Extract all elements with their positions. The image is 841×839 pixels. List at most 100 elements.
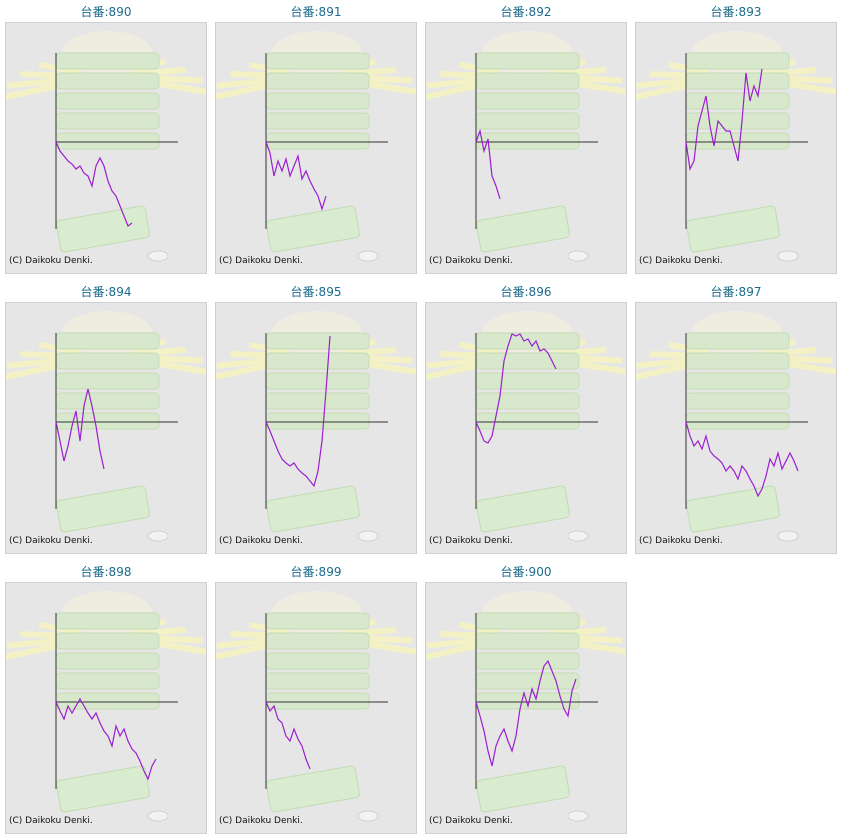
- deco-tray: [265, 132, 370, 150]
- data-line: [55, 697, 157, 781]
- graph: (C) Daikoku Denki.: [0, 23, 214, 275]
- graph-box: (C) Daikoku Denki.: [418, 22, 634, 275]
- deco-coin: [357, 810, 379, 822]
- deco-tray: [55, 332, 160, 350]
- deco-tray: [265, 332, 370, 350]
- deco-coin: [567, 810, 589, 822]
- deco-box: [56, 765, 150, 813]
- deco-tray: [685, 392, 790, 410]
- data-line: [265, 701, 311, 770]
- graph-box: (C) Daikoku Denki.: [0, 582, 214, 835]
- deco-box: [56, 205, 150, 253]
- panel-label: 台番:890: [80, 5, 132, 19]
- panel: 台番:897 (C) Daikoku Denki.: [628, 280, 841, 560]
- deco-tray: [475, 132, 580, 150]
- deco-tray: [475, 392, 580, 410]
- deco-tray: [265, 352, 370, 370]
- graph-box: (C) Daikoku Denki.: [418, 582, 634, 835]
- data-line: [475, 659, 577, 767]
- deco-tray: [685, 92, 790, 110]
- deco-tray: [475, 112, 580, 130]
- panel-label: 台番:893: [710, 5, 762, 19]
- deco-coin: [777, 530, 799, 542]
- copyright: (C) Daikoku Denki.: [9, 256, 93, 266]
- graph-box: (C) Daikoku Denki.: [418, 302, 634, 555]
- ray: [0, 81, 64, 102]
- deco-tray: [55, 132, 160, 150]
- ray: [208, 81, 274, 102]
- data-line: [55, 141, 133, 227]
- ray: [0, 641, 64, 662]
- deco-tray: [475, 72, 580, 90]
- graph: (C) Daikoku Denki.: [418, 23, 634, 275]
- panel-label: 台番:894: [80, 285, 132, 299]
- deco-tray: [475, 372, 580, 390]
- deco-tray: [55, 692, 160, 710]
- ray: [569, 639, 634, 656]
- graph-box: (C) Daikoku Denki.: [208, 22, 424, 275]
- ray: [149, 639, 214, 656]
- panel: 台番:893 (C) Daikoku Denki.: [628, 0, 841, 280]
- graph: (C) Daikoku Denki.: [0, 303, 214, 555]
- deco-tray: [265, 632, 370, 650]
- deco-tray: [55, 672, 160, 690]
- deco-tray: [55, 92, 160, 110]
- deco-tray: [55, 372, 160, 390]
- deco-tray: [55, 352, 160, 370]
- ray: [628, 361, 694, 382]
- deco-tray: [55, 52, 160, 70]
- deco-box: [476, 205, 570, 253]
- deco-tray: [265, 372, 370, 390]
- ray: [779, 79, 841, 96]
- ray: [149, 359, 214, 376]
- deco-tray: [55, 72, 160, 90]
- deco-tray: [475, 332, 580, 350]
- panel-label: 台番:899: [290, 565, 342, 579]
- graph-box: (C) Daikoku Denki.: [208, 302, 424, 555]
- graph-box: (C) Daikoku Denki.: [208, 582, 424, 835]
- panel: 台番:898 (C) Daikoku Denki.: [0, 560, 214, 839]
- copyright: (C) Daikoku Denki.: [9, 536, 93, 546]
- deco-box: [686, 485, 780, 533]
- deco-tray: [685, 332, 790, 350]
- deco-tray: [265, 692, 370, 710]
- panel: 台番:900 (C) Daikoku Denki.: [418, 560, 634, 839]
- deco-coin: [777, 250, 799, 262]
- deco-tray: [685, 52, 790, 70]
- deco-tray: [475, 412, 580, 430]
- data-line: [475, 333, 557, 444]
- deco-tray: [265, 92, 370, 110]
- panel: 台番:890 (C) Daikoku Denki.: [0, 0, 214, 280]
- copyright: (C) Daikoku Denki.: [219, 256, 303, 266]
- deco-tray: [685, 72, 790, 90]
- deco-tray: [475, 632, 580, 650]
- data-line: [265, 335, 331, 488]
- deco-tray: [475, 92, 580, 110]
- deco-tray: [265, 652, 370, 670]
- ray: [569, 359, 634, 376]
- deco-tray: [265, 112, 370, 130]
- ray: [628, 81, 694, 102]
- panel-label: 台番:892: [500, 5, 552, 19]
- data-line: [55, 388, 105, 470]
- deco-tray: [265, 72, 370, 90]
- deco-box: [266, 205, 360, 253]
- graph: (C) Daikoku Denki.: [208, 23, 424, 275]
- data-line: [685, 68, 763, 171]
- deco-box: [686, 205, 780, 253]
- deco-tray: [475, 612, 580, 630]
- deco-tray: [55, 392, 160, 410]
- panel-label: 台番:895: [290, 285, 342, 299]
- ray: [779, 359, 841, 376]
- panel-label: 台番:891: [290, 5, 342, 19]
- graph: (C) Daikoku Denki.: [208, 583, 424, 835]
- deco-tray: [475, 672, 580, 690]
- ray: [0, 361, 64, 382]
- copyright: (C) Daikoku Denki.: [429, 536, 513, 546]
- deco-tray: [265, 52, 370, 70]
- copyright: (C) Daikoku Denki.: [639, 536, 723, 546]
- copyright: (C) Daikoku Denki.: [219, 816, 303, 826]
- deco-coin: [147, 810, 169, 822]
- deco-tray: [475, 52, 580, 70]
- deco-tray: [475, 352, 580, 370]
